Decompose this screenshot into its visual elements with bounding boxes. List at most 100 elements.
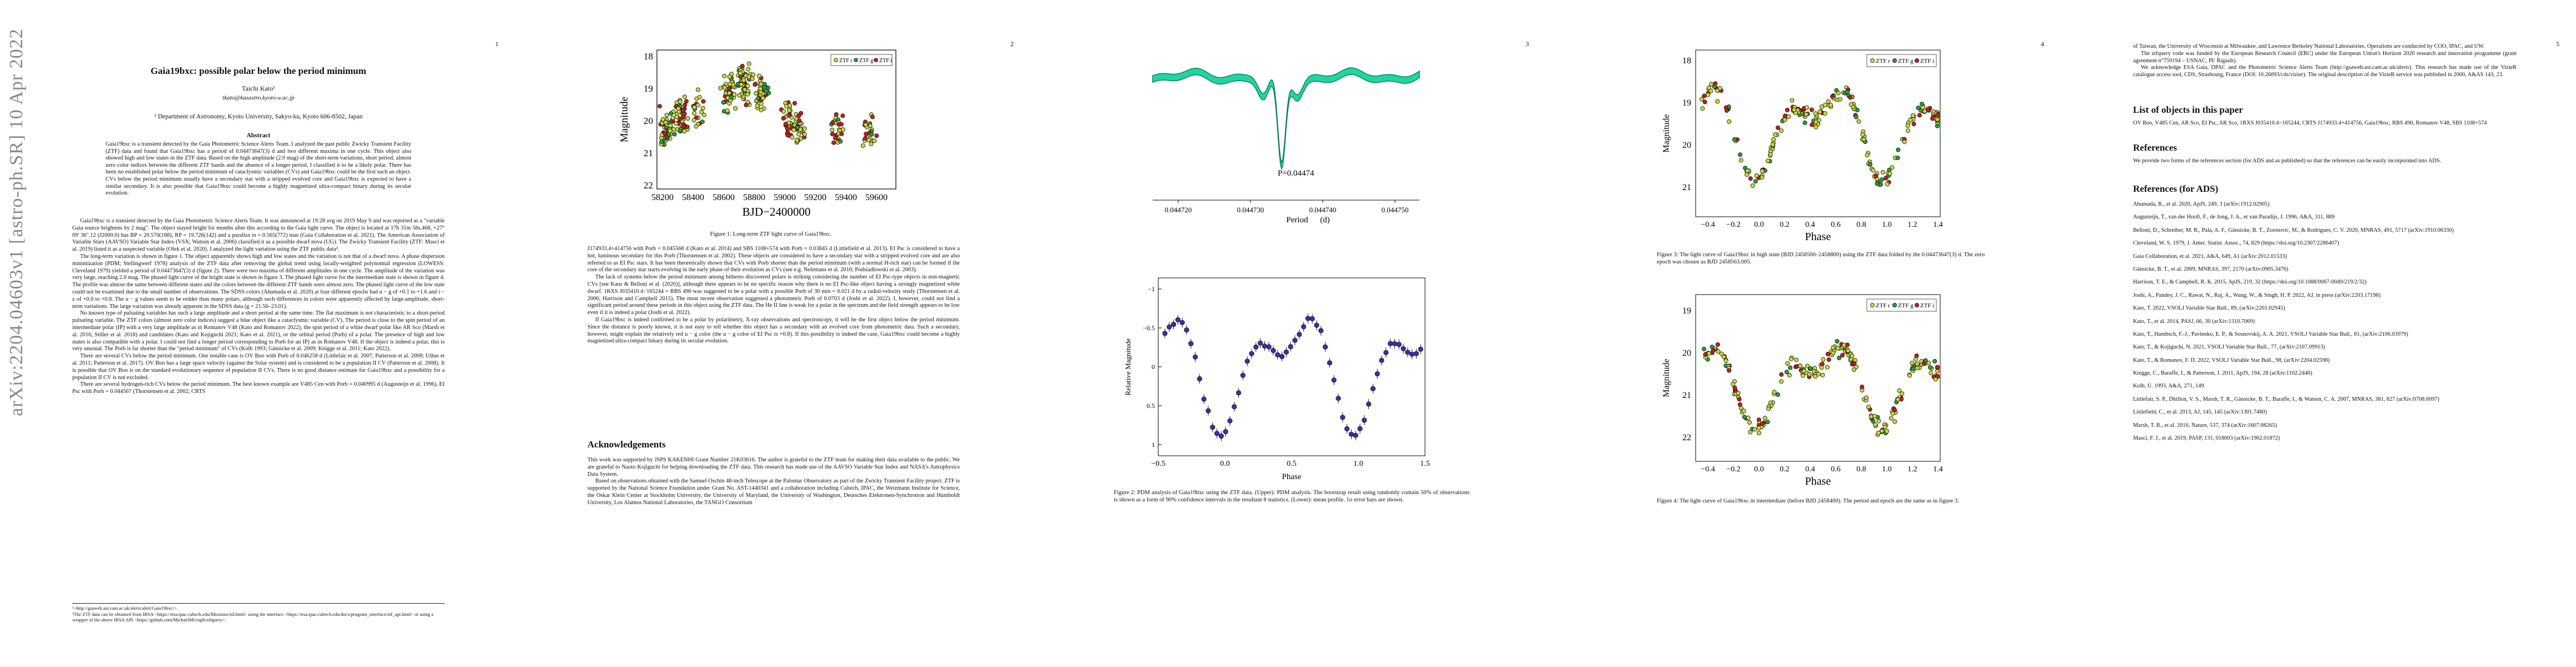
data-point [691, 118, 696, 123]
data-point [1727, 368, 1732, 373]
data-point [759, 107, 764, 112]
data-point [682, 94, 687, 99]
y-tick-label: 21 [1682, 391, 1691, 400]
legend: ZTF r ZTF g ZTF i [1866, 298, 1937, 312]
plot-frame [1695, 294, 1941, 462]
x-tick-label: 1.2 [1907, 221, 1917, 229]
x-tick-label: 0.0 [1220, 460, 1230, 468]
data-point [866, 137, 871, 142]
x-tick-label: 0.044720 [1165, 206, 1192, 214]
reference-item: Marsh, T. R., et al. 2016, Nature, 537, … [2133, 422, 2277, 429]
paragraph: Gaia19bxc is a transient detected by the… [72, 218, 445, 253]
data-point [695, 87, 700, 92]
legend-marker-ztf-g [1892, 58, 1897, 63]
page-4: 4 18 19 20 21 −0.4 −0.2 0.0 0.2 0.4 0.6 … [1546, 0, 2061, 667]
data-point [1772, 390, 1777, 395]
author-email[interactable]: tkato@kusastro.kyoto-u.ac.jp [222, 94, 295, 101]
data-point [1702, 346, 1707, 351]
data-point [863, 136, 868, 141]
data-point [1742, 415, 1747, 420]
data-point [685, 116, 690, 121]
data-point [1711, 348, 1716, 353]
data-point [1841, 343, 1846, 348]
profile-point [1210, 424, 1215, 430]
plot-frame [1158, 277, 1426, 456]
data-point [764, 88, 769, 93]
page-2: 2 18 19 20 21 22 58200 58400 58600 58800… [515, 0, 1030, 667]
data-point [1917, 113, 1922, 118]
section-heading-references-ads: References (for ADS) [2133, 183, 2219, 194]
data-point [722, 73, 727, 78]
profile-point [1418, 346, 1423, 352]
data-point [1840, 353, 1845, 358]
data-point [721, 100, 726, 105]
data-point [1895, 156, 1900, 161]
data-point [1702, 93, 1707, 98]
data-point [1867, 162, 1872, 167]
data-point [1737, 402, 1742, 407]
data-point [1775, 392, 1780, 397]
data-point [1911, 366, 1916, 371]
reference-item: Kato, T. 2022, VSOLJ Variable Star Bull.… [2133, 305, 2285, 312]
profile-point [1331, 377, 1337, 383]
x-tick-label: 0.4 [1805, 221, 1815, 229]
data-point [1724, 108, 1729, 113]
legend-label: ZTF g [859, 58, 873, 64]
page-number: 4 [2041, 40, 2044, 48]
data-point [699, 109, 704, 115]
y-axis-label: Magnitude [619, 97, 630, 142]
data-point [667, 128, 672, 133]
data-point [783, 122, 788, 127]
paragraph: of Taiwan, the University of Wisconsin a… [2133, 43, 2485, 49]
data-point [663, 120, 668, 125]
profile-point [1262, 343, 1267, 349]
paragraph: The long-term variation is shown in figu… [72, 253, 445, 310]
x-tick-label: 0.044730 [1237, 206, 1264, 214]
data-point [759, 101, 764, 106]
x-ticks: −0.4 −0.2 0.0 0.2 0.4 0.6 0.8 1.0 1.2 1.… [1701, 221, 1942, 229]
y-tick-label: −0.5 [1143, 324, 1155, 332]
legend-marker-ztf-r [1870, 58, 1875, 63]
data-point [1892, 419, 1897, 424]
data-point [1754, 173, 1759, 178]
data-point [1775, 125, 1780, 130]
footnote: ¹<http://gsaweb.ast.cam.ac.uk/alerts/ale… [72, 605, 178, 611]
x-ticks: 0.044720 0.044730 0.044740 0.044750 [1165, 200, 1408, 214]
profile-point [1362, 417, 1367, 423]
x-tick-label: −0.2 [1726, 221, 1740, 229]
data-point [1822, 103, 1827, 108]
y-tick-label: 19 [1682, 98, 1691, 108]
affiliation: ¹ Department of Astronomy, Kyoto Univers… [154, 113, 363, 120]
data-point [1837, 97, 1842, 102]
y-tick-label: 18 [644, 51, 653, 62]
reference-list: Ahumada, R., et al. 2020, ApJS, 249, 3 (… [2133, 201, 2517, 448]
footnotes: ¹<http://gsaweb.ast.cam.ac.uk/alerts/ale… [72, 603, 445, 623]
profile-point [1327, 360, 1332, 366]
data-point [1715, 342, 1720, 347]
y-tick-label: −1 [1148, 285, 1155, 293]
data-point [1935, 365, 1940, 370]
data-point [1738, 158, 1743, 163]
data-point [1787, 372, 1792, 377]
data-point [1875, 181, 1880, 186]
data-point [753, 82, 758, 87]
data-point [1821, 357, 1826, 362]
data-point [830, 132, 835, 137]
x-tick-label: 58200 [651, 193, 674, 202]
x-ticks: −0.5 0.0 0.5 1.0 1.5 [1151, 460, 1429, 468]
data-point [759, 82, 764, 87]
data-point [1902, 140, 1907, 145]
profile-point [1162, 331, 1168, 336]
data-point [1846, 349, 1851, 354]
data-point [796, 132, 801, 137]
abstract-heading: Abstract [246, 132, 271, 139]
reference-item: Kato, T., et al. 2014, PASJ, 66, 30 (arX… [2133, 318, 2255, 325]
paragraph: If Gaia19bxc is indeed confirmed to be a… [587, 316, 960, 345]
legend-marker-ztf-r [834, 58, 838, 62]
y-axis-label: Relative Magnitude [1124, 338, 1132, 395]
y-tick-label: 20 [1682, 349, 1691, 358]
profile-point [1322, 344, 1328, 350]
legend-marker-ztf-i [1914, 302, 1919, 307]
legend-label: ZTF g [1898, 302, 1914, 309]
data-point [1801, 373, 1806, 378]
